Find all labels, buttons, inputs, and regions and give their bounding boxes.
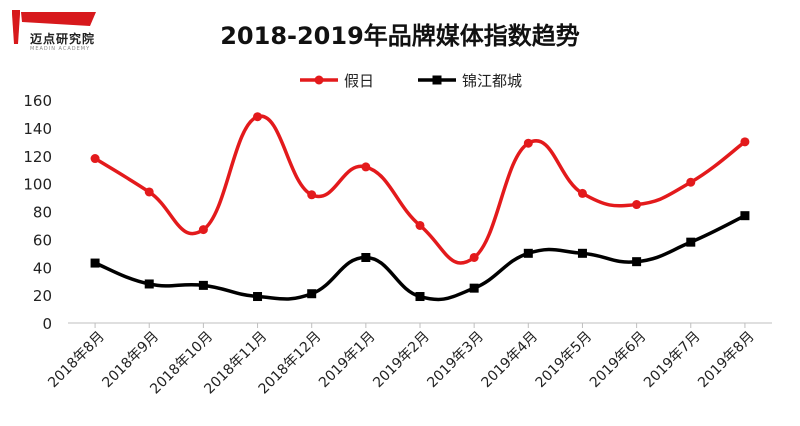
data-point	[198, 280, 208, 290]
data-point	[90, 154, 100, 164]
data-point	[632, 257, 642, 267]
y-tick-label: 80	[33, 204, 52, 222]
data-point	[144, 279, 154, 289]
series-line-holiday	[94, 114, 746, 265]
data-point	[740, 137, 750, 147]
data-point	[523, 248, 533, 258]
data-point	[90, 258, 100, 268]
logo-subtitle: MEADIN ACADEMY	[30, 46, 91, 52]
legend-label: 锦江都城	[462, 72, 522, 90]
legend-marker	[314, 75, 324, 85]
data-point	[686, 177, 696, 187]
data-point	[144, 187, 154, 197]
legend-label: 假日	[344, 72, 374, 90]
data-point	[577, 248, 587, 258]
y-tick-label: 40	[33, 259, 52, 277]
data-point	[253, 112, 263, 122]
data-point	[253, 292, 263, 302]
x-tick-label: 2019年4月	[479, 329, 542, 392]
y-tick-label: 60	[33, 231, 52, 249]
data-point	[361, 162, 371, 172]
x-tick-label: 2019年7月	[641, 329, 704, 392]
logo-mark	[12, 10, 96, 44]
y-tick-label: 140	[23, 120, 52, 138]
legend-marker	[432, 75, 442, 85]
chart-title: 2018-2019年品牌媒体指数趋势	[220, 22, 580, 50]
x-tick-label: 2019年1月	[316, 329, 379, 392]
data-point	[469, 252, 479, 262]
data-point	[469, 283, 479, 293]
data-point	[686, 237, 696, 247]
logo: 迈点研究院 MEADIN ACADEMY	[8, 8, 104, 52]
x-tick-label: 2019年3月	[424, 329, 487, 392]
y-tick-label: 20	[33, 287, 52, 305]
data-point	[415, 220, 425, 230]
data-point	[307, 190, 317, 200]
x-tick-label: 2018年8月	[45, 329, 108, 392]
data-point	[415, 292, 425, 302]
data-point	[307, 289, 317, 299]
y-tick-label: 120	[23, 148, 52, 166]
data-point	[632, 200, 642, 210]
x-tick-label: 2019年2月	[370, 329, 433, 392]
x-tick-label: 2019年5月	[533, 329, 596, 392]
data-point	[198, 225, 208, 235]
x-tick-label: 2019年6月	[587, 329, 650, 392]
y-tick-label: 0	[42, 315, 52, 333]
data-point	[740, 211, 750, 221]
data-point	[361, 252, 371, 262]
data-point	[577, 188, 587, 198]
y-tick-label: 160	[23, 92, 52, 110]
logo-text: 迈点研究院	[30, 32, 96, 46]
data-point	[523, 138, 533, 148]
x-tick-label: 2019年8月	[695, 329, 758, 392]
y-tick-label: 100	[23, 176, 52, 194]
